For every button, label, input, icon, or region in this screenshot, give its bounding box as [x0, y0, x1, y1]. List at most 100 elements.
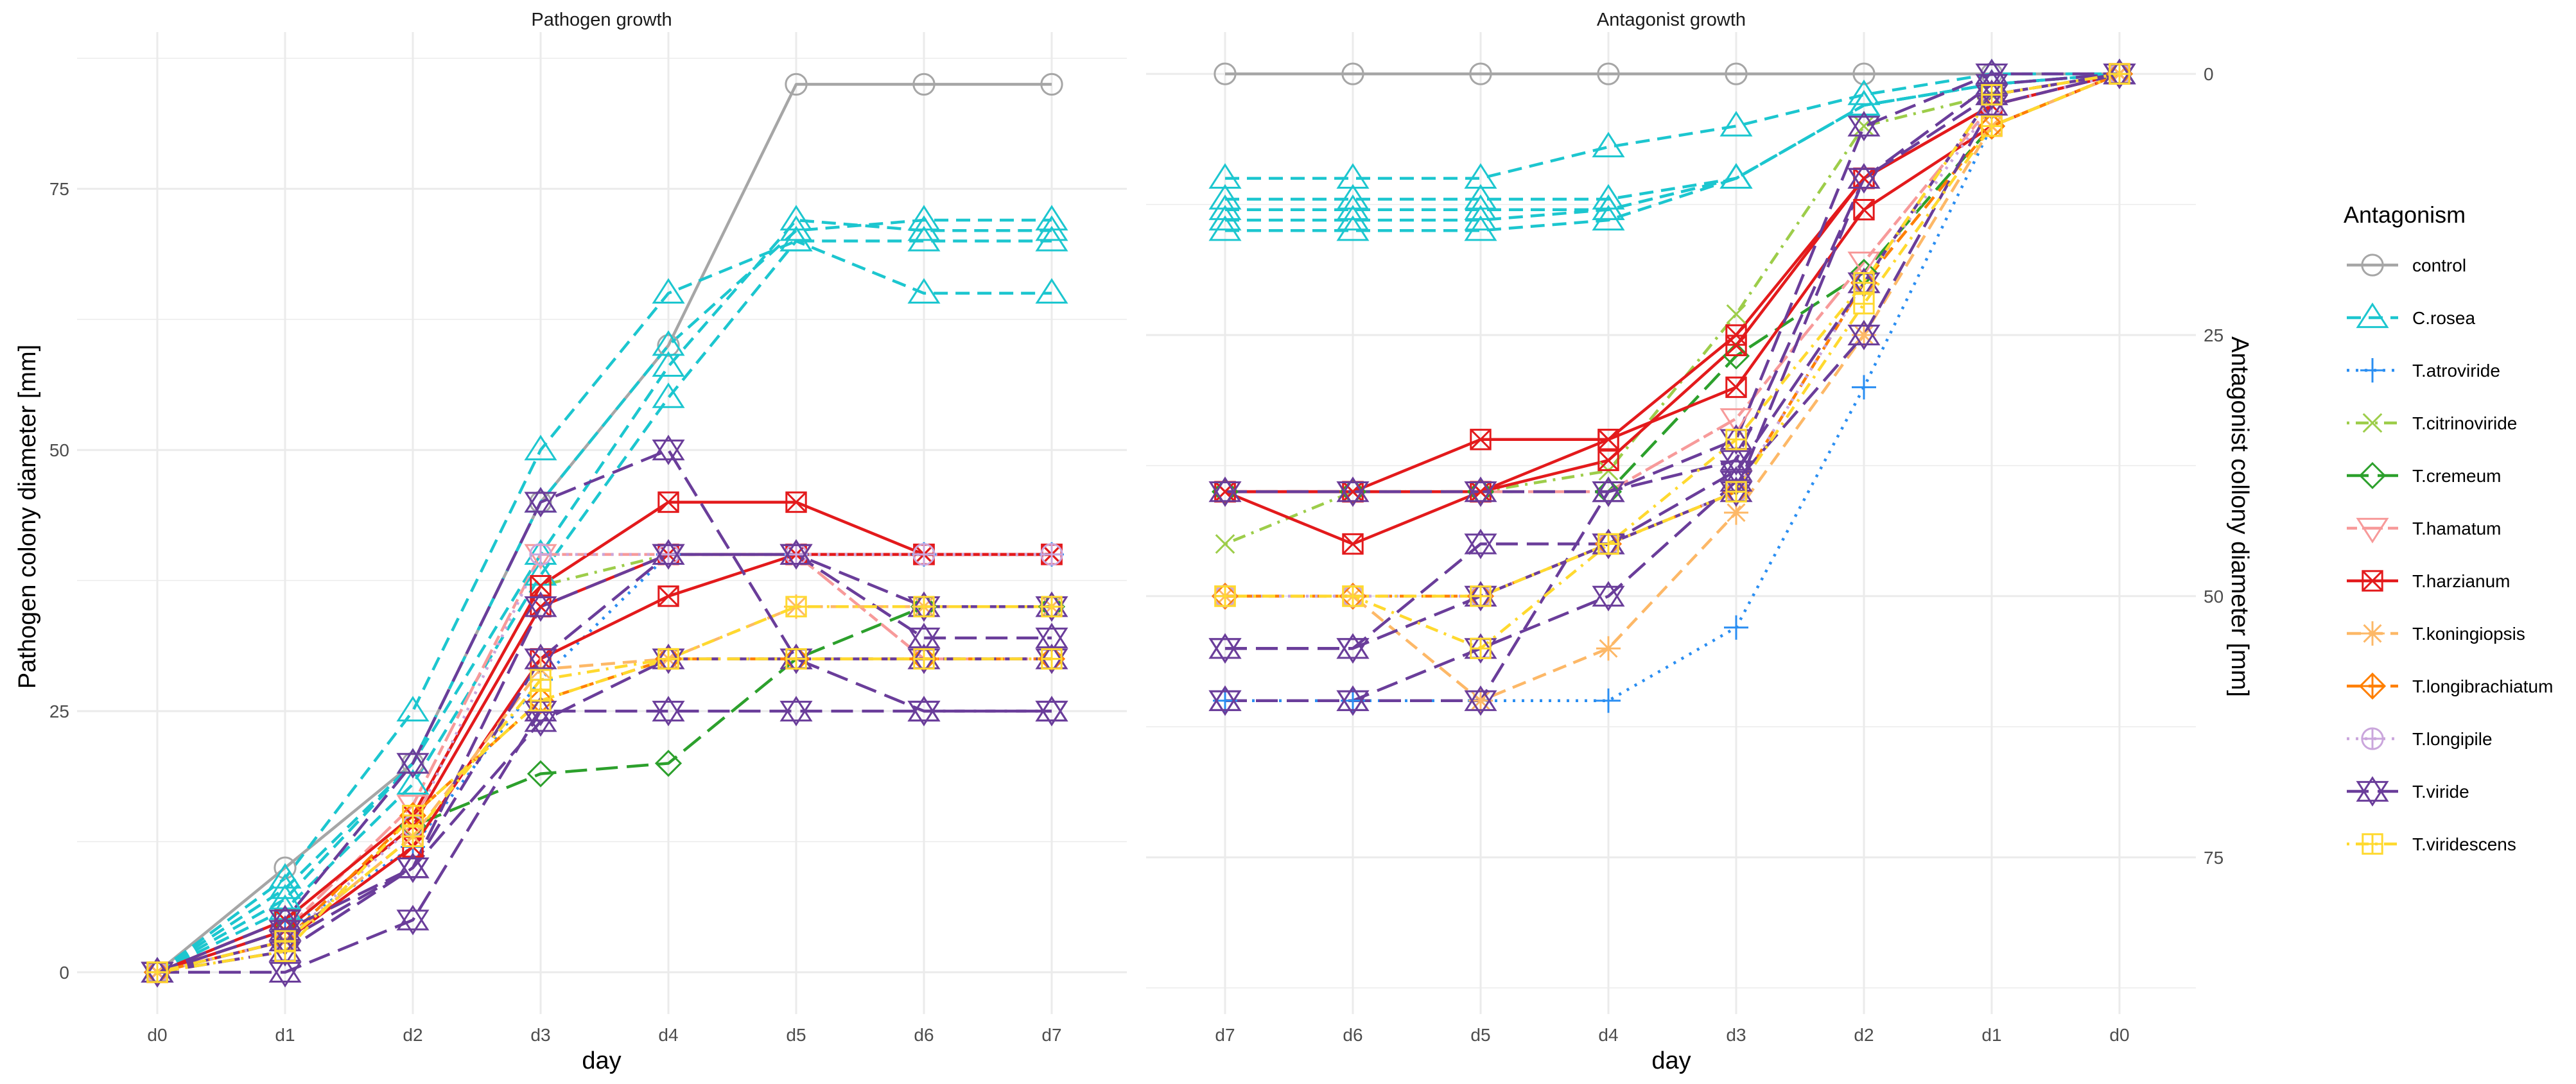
legend-item-t-viride: T.viride: [2347, 776, 2469, 807]
antagonist-point-c-rosea: [1464, 205, 1497, 231]
antagonist-point-t-viride: [1847, 320, 1881, 350]
antagonist-growth-panel: 0 25 50 75 d7 d6 d5 d4 d3 d2 d1 d0: [1146, 32, 2224, 1045]
pathogen-point-t-longipile: [657, 543, 680, 566]
antagonist-point-c-rosea: [1208, 194, 1242, 220]
pathogen-point-t-harzianum: [530, 574, 552, 597]
pathogen-series-line-t-viridescens: [157, 605, 1052, 974]
antagonist-point-control: [1341, 62, 1364, 85]
antagonist-point-t-viridescens: [1853, 293, 1875, 314]
pathogen-point-t-viride: [396, 852, 430, 883]
antagonist-point-t-viride: [1592, 581, 1625, 612]
legend-label: T.viridescens: [2412, 834, 2516, 854]
antagonist-point-c-rosea: [1464, 194, 1497, 220]
antagonist-point-c-rosea: [1208, 163, 1242, 189]
pathogen-point-t-longipile: [529, 543, 552, 566]
pathogen-point-c-rosea: [524, 434, 557, 461]
antagonist-point-t-viridescens: [1597, 533, 1619, 555]
legend: Antagonism control C.rosea T.atroviride T.c…: [2344, 202, 2553, 855]
pathogen-point-t-viridescens: [530, 690, 552, 712]
pathogen-point-control: [785, 73, 808, 96]
pathogen-point-t-viride: [524, 486, 557, 518]
antagonist-point-t-harzianum: [1597, 449, 1619, 472]
antagonist-series-line-c-rosea: [1225, 72, 2120, 232]
legend-symbol-t-viride: [2356, 776, 2389, 807]
antagonist-point-c-rosea: [1464, 163, 1497, 189]
legend-symbol-t-viridescens: [2362, 833, 2383, 855]
pathogen-point-c-rosea: [1035, 205, 1068, 231]
antagonist-series-line-t-harzianum: [1224, 72, 2120, 546]
pathogen-x-tick: d5: [786, 1025, 806, 1045]
legend-symbol-t-citrinoviride: [2362, 413, 2383, 433]
antagonist-point-t-viridescens: [1342, 585, 1364, 607]
pathogen-point-t-viride: [652, 696, 685, 727]
antagonist-point-c-rosea: [1336, 205, 1370, 231]
pathogen-point-c-rosea: [396, 696, 430, 722]
pathogen-point-control: [1040, 73, 1063, 96]
pathogen-x-tick: d0: [147, 1025, 167, 1045]
legend-item-control: control: [2347, 254, 2466, 277]
antagonist-point-c-rosea: [1208, 184, 1242, 210]
antagonist-point-c-rosea: [1592, 194, 1625, 220]
legend-item-t-koningiopsis: T.koningiopsis: [2347, 621, 2525, 646]
antagonist-point-t-viridescens: [1470, 585, 1492, 607]
antagonist-x-tick: d3: [1726, 1025, 1746, 1045]
pathogen-point-c-rosea: [652, 383, 685, 408]
pathogen-point-c-rosea: [268, 884, 302, 910]
antagonist-point-t-viride: [1336, 633, 1370, 664]
antagonist-point-c-rosea: [1336, 184, 1370, 210]
pathogen-point-t-viride: [268, 957, 302, 988]
legend-label: T.hamatum: [2412, 519, 2502, 538]
pathogen-point-c-rosea: [1035, 215, 1068, 241]
legend-label: T.citrinoviride: [2412, 413, 2517, 433]
antagonist-point-control: [1725, 62, 1748, 85]
pathogen-gridlines: [77, 32, 1127, 1014]
antagonist-point-t-viridescens: [1214, 585, 1236, 607]
pathogen-point-t-viride: [652, 539, 685, 570]
legend-symbol-t-cremeum: [2358, 461, 2387, 490]
antagonist-series-line-t-viride: [1225, 72, 2120, 702]
pathogen-point-c-rosea: [268, 863, 302, 889]
pathogen-y-tick: 25: [49, 701, 69, 721]
pathogen-point-t-viridescens: [402, 805, 424, 827]
antagonist-point-control: [1852, 62, 1875, 85]
pathogen-point-c-rosea: [779, 225, 813, 252]
pathogen-series-line-t-viride: [157, 553, 1052, 974]
pathogen-point-t-viride: [907, 696, 941, 727]
legend-item-t-atroviride: T.atroviride: [2347, 358, 2500, 383]
antagonist-series-lines: [1224, 72, 2120, 702]
pathogen-point-t-harzianum: [785, 491, 807, 513]
antagonist-point-c-rosea: [1336, 163, 1370, 189]
pathogen-point-t-viride: [396, 904, 430, 936]
legend-symbol-t-atroviride: [2360, 358, 2385, 383]
antagonist-point-t-cremeum: [1722, 342, 1750, 370]
antagonist-x-tick: d0: [2109, 1025, 2129, 1045]
antagonist-point-t-harzianum: [1725, 334, 1747, 356]
pathogen-point-t-viridescens: [657, 648, 679, 670]
pathogen-series-line-t-viride: [157, 448, 1052, 974]
pathogen-x-tick: d3: [530, 1025, 550, 1045]
antagonist-point-t-viride: [1208, 685, 1242, 716]
pathogen-point-c-rosea: [268, 873, 302, 899]
antagonist-y-tick: 25: [2204, 325, 2224, 345]
antagonist-point-c-rosea: [1464, 184, 1497, 210]
antagonist-point-t-harzianum: [1725, 376, 1747, 399]
pathogen-point-t-viride: [524, 643, 557, 675]
legend-label: T.viride: [2412, 782, 2469, 802]
legend-label: T.longipile: [2412, 729, 2493, 749]
antagonist-series-line-t-viride: [1225, 72, 2120, 650]
legend-item-t-longibrachiatum: T.longibrachiatum: [2347, 672, 2553, 700]
pathogen-point-control: [529, 490, 552, 514]
pathogen-point-t-viride: [907, 623, 941, 653]
legend-label: C.rosea: [2412, 308, 2475, 328]
antagonist-point-t-harzianum: [1853, 199, 1875, 221]
pathogen-point-t-viridescens: [913, 648, 935, 670]
pathogen-y-tick: 0: [59, 963, 69, 983]
pathogen-growth-panel: 0 25 50 75 d0 d1 d2 d3 d4 d5 d6 d7: [49, 32, 1127, 1045]
pathogen-point-control: [912, 73, 936, 96]
antagonist-point-c-rosea: [1719, 110, 1753, 137]
antagonist-point-c-rosea: [1592, 205, 1625, 231]
legend-item-t-harzianum: T.harzianum: [2347, 570, 2511, 592]
antagonist-series-line-t-viride: [1225, 72, 2120, 650]
antagonist-point-control: [1214, 62, 1237, 85]
legend-symbol-t-koningiopsis: [2360, 621, 2385, 646]
